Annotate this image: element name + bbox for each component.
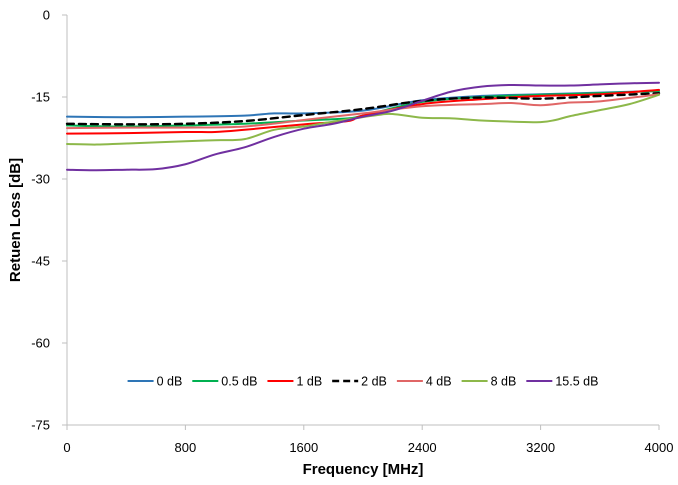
y-tick-label: -75 [31,418,50,433]
legend-label: 2 dB [361,375,387,389]
y-tick-labels: 0 -15 -30 -45 -60 -75 [31,8,67,433]
series-line-15-5-db [66,81,660,172]
y-tick-label: 0 [43,8,50,23]
x-axis-title: Frequency [MHz] [303,461,424,478]
y-tick-label: -60 [31,336,50,351]
legend-label: 8 dB [491,375,517,389]
series-lines [65,81,661,172]
legend-label: 0 dB [157,375,183,389]
y-tick-label: -45 [31,254,50,269]
legend-label: 1 dB [296,375,322,389]
x-tick-label: 4000 [645,440,674,455]
legend-label: 4 dB [426,375,452,389]
x-tick-label: 3200 [526,440,555,455]
legend-label: 15.5 dB [555,375,598,389]
x-tick-label: 800 [175,440,197,455]
x-tick-label: 2400 [408,440,437,455]
series-line-8-db [66,93,660,146]
legend: 0 dB 0.5 dB 1 dB 2 dB 4 dB 8 dB 15.5 dB [127,375,598,389]
x-tick-label: 0 [63,440,70,455]
axes [66,15,659,426]
x-tick-labels: 0 800 1600 2400 3200 4000 [63,425,673,455]
y-tick-label: -30 [31,172,50,187]
y-tick-label: -15 [31,90,50,105]
series-line-4-db [66,93,660,130]
legend-label: 0.5 dB [221,375,257,389]
y-axis-title: Retuen Loss [dB] [7,158,24,282]
x-tick-label: 1600 [289,440,318,455]
series-line-2-db [65,91,661,126]
